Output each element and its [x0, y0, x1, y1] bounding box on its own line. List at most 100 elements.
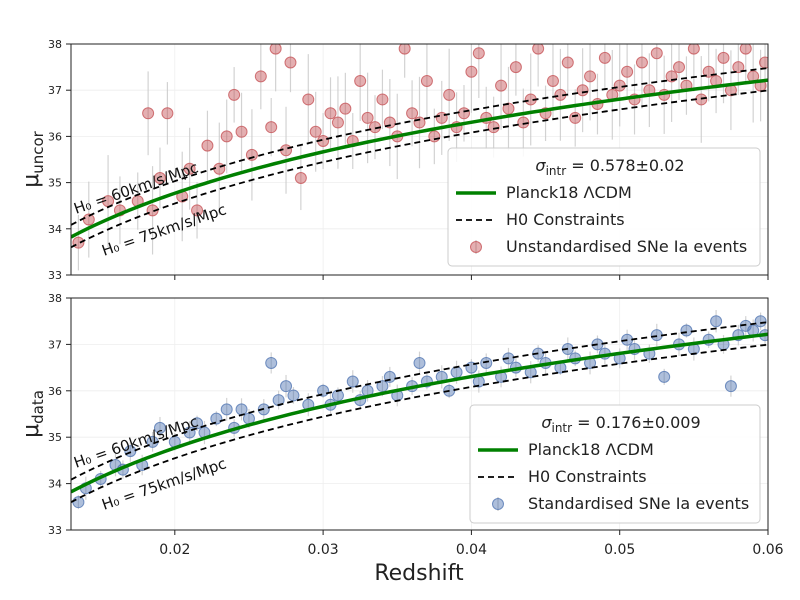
data-point [183, 162, 196, 175]
h0-constraint-curve [71, 67, 768, 226]
data-point [717, 51, 730, 64]
data-point [532, 44, 545, 55]
data-point [517, 116, 530, 129]
data-point [443, 88, 456, 101]
y-tick-label: 34 [48, 478, 62, 491]
data-point [265, 356, 278, 369]
y-axis-label: μuncor [19, 130, 47, 187]
x-axis-label: Redshift [374, 561, 464, 586]
data-point [650, 329, 663, 342]
y-tick-label: 35 [48, 431, 62, 444]
data-point [428, 130, 441, 143]
axes-frame [70, 297, 769, 531]
data-point [635, 56, 648, 69]
data-point [220, 403, 233, 416]
data-point [673, 61, 686, 74]
y-tick-label: 37 [48, 84, 62, 97]
legend-label: Planck18 ΛCDM [528, 440, 654, 459]
x-tick-label: 0.02 [159, 542, 190, 558]
legend-points-swatch [470, 241, 482, 253]
y-tick-label: 37 [48, 338, 62, 351]
data-point [546, 74, 559, 87]
data-point [724, 380, 737, 393]
y-tick-label: 34 [48, 223, 62, 236]
data-point [346, 375, 359, 388]
legend-label: Unstandardised SNe Ia events [506, 237, 747, 256]
sigma-intr-label: σintr = 0.176±0.009 [541, 413, 700, 435]
legend-box [469, 404, 761, 524]
data-point [317, 384, 330, 397]
data-point [376, 93, 389, 106]
legend-label: H0 Constraints [528, 467, 647, 486]
data-point [287, 389, 300, 402]
data-point [613, 79, 626, 92]
legend-label: Planck18 ΛCDM [506, 183, 632, 202]
data-point [509, 61, 522, 74]
data-point [457, 107, 470, 120]
y-tick-label: 36 [48, 130, 62, 143]
data-point [420, 74, 433, 87]
data-point [576, 84, 589, 97]
data-point [680, 324, 693, 337]
data-point [732, 61, 745, 74]
y-tick-label: 33 [48, 524, 62, 537]
data-point [265, 121, 278, 134]
y-axis-label: μdata [19, 390, 47, 438]
data-point [220, 130, 233, 143]
h0-constraint-curve [71, 321, 768, 481]
data-point [487, 121, 500, 134]
data-point [294, 171, 307, 184]
legend-label: H0 Constraints [506, 210, 625, 229]
plot-area [71, 44, 768, 271]
data-point [354, 74, 367, 87]
data-point [658, 370, 671, 383]
sigma-intr-label: σintr = 0.578±0.02 [535, 156, 684, 178]
data-point [309, 125, 322, 138]
data-point [72, 496, 85, 509]
error-bars [77, 44, 766, 271]
legend: σintr = 0.578±0.02 Planck18 ΛCDM H0 Constr… [447, 147, 761, 267]
data-point [413, 356, 426, 369]
axes-frame [70, 43, 769, 276]
data-point [739, 44, 752, 55]
data-point [398, 44, 411, 55]
data-point [331, 116, 344, 129]
data-point [472, 47, 485, 60]
data-point [569, 111, 582, 124]
data-point [598, 51, 611, 64]
data-point [269, 44, 282, 55]
data-point [584, 70, 597, 83]
data-point [72, 236, 85, 249]
data-point [142, 107, 155, 120]
data-point [153, 421, 166, 434]
plot-area [71, 309, 768, 510]
x-tick-label: 0.03 [308, 542, 339, 558]
data-point [254, 70, 267, 83]
legend-label: Standardised SNe Ia events [528, 494, 749, 513]
data-point [480, 356, 493, 369]
data-point [495, 79, 508, 92]
planck18-curve [71, 332, 768, 494]
h0-constraint-curve [71, 343, 768, 503]
data-point [650, 47, 663, 60]
data-point [302, 93, 315, 106]
x-tick-label: 0.04 [456, 542, 487, 558]
y-tick-label: 33 [48, 269, 62, 282]
data-point [561, 56, 574, 69]
y-tick-label: 35 [48, 177, 62, 190]
data-point [161, 107, 174, 120]
planck18-curve [71, 78, 768, 239]
data-point [339, 102, 352, 115]
data-point [687, 44, 700, 55]
data-point [235, 403, 248, 416]
data-point [465, 65, 478, 78]
x-tick-label: 0.06 [752, 542, 783, 558]
data-point [284, 56, 297, 69]
data-point [406, 107, 419, 120]
data-point [201, 139, 214, 152]
data-point [361, 111, 374, 124]
legend: σintr = 0.176±0.009 Planck18 ΛCDM H0 Const… [469, 404, 761, 524]
data-point [450, 366, 463, 379]
